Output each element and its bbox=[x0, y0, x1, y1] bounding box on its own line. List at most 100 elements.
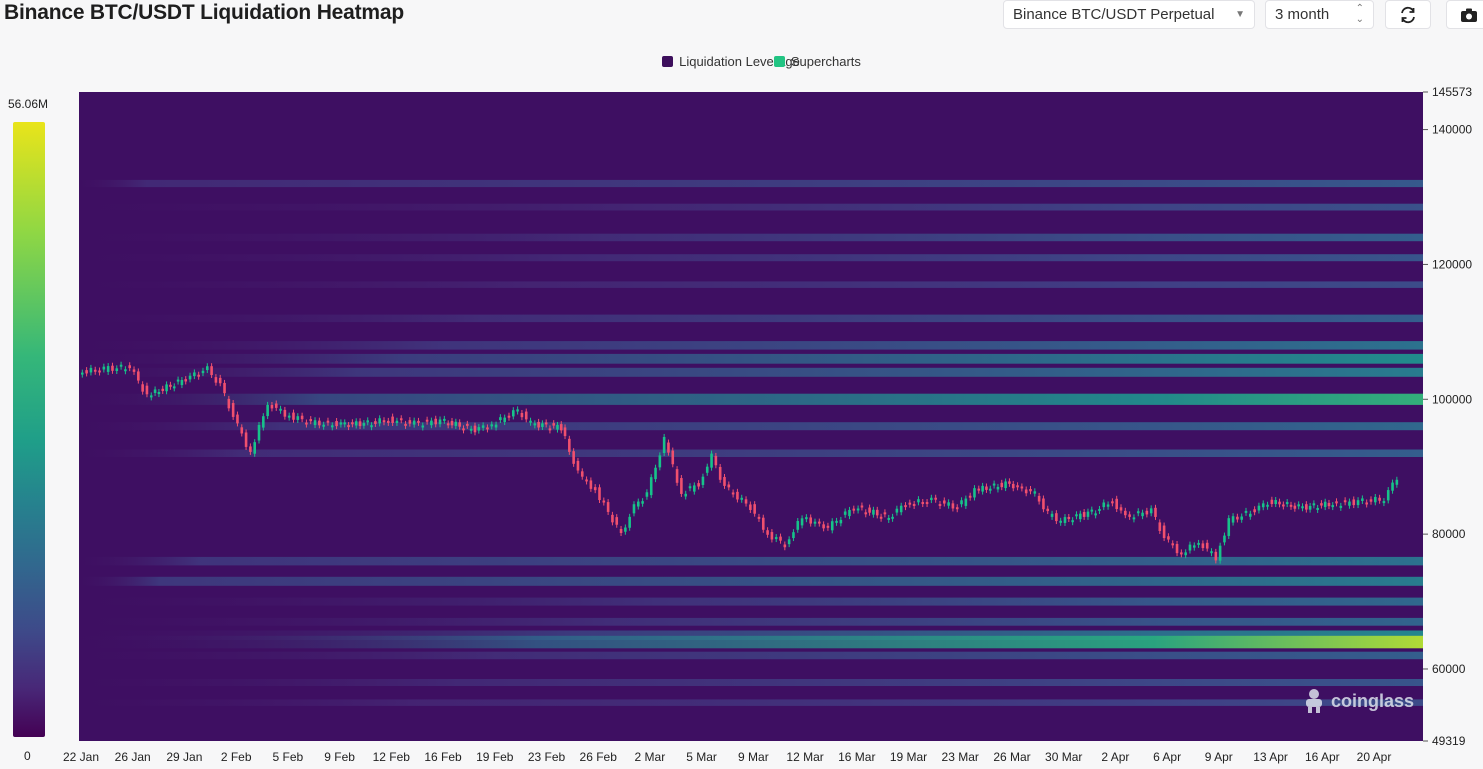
price-candle[interactable] bbox=[559, 424, 563, 431]
price-candle[interactable] bbox=[486, 427, 489, 430]
price-candle[interactable] bbox=[1158, 522, 1162, 531]
price-candle[interactable] bbox=[589, 480, 593, 489]
price-candle[interactable] bbox=[184, 379, 188, 382]
price-candle[interactable] bbox=[339, 422, 343, 425]
price-candle[interactable] bbox=[1171, 543, 1175, 546]
price-candle[interactable] bbox=[149, 395, 153, 398]
price-candle[interactable] bbox=[552, 423, 556, 426]
price-candle[interactable] bbox=[537, 421, 540, 428]
price-candle[interactable] bbox=[210, 366, 213, 376]
time-range-select[interactable]: 3 month ⌃ ⌄ bbox=[1265, 0, 1374, 29]
price-candle[interactable] bbox=[955, 507, 959, 510]
price-candle[interactable] bbox=[568, 438, 571, 452]
liquidation-band[interactable] bbox=[79, 314, 1423, 323]
price-candle[interactable] bbox=[197, 374, 200, 377]
price-candle[interactable] bbox=[1231, 516, 1235, 523]
price-candle[interactable] bbox=[1004, 481, 1007, 489]
legend-item-supercharts[interactable]: Supercharts bbox=[773, 54, 861, 69]
price-candle[interactable] bbox=[458, 422, 461, 427]
price-candle[interactable] bbox=[102, 366, 106, 370]
price-candle[interactable] bbox=[1382, 501, 1386, 504]
price-candle[interactable] bbox=[779, 536, 782, 541]
price-candle[interactable] bbox=[1029, 489, 1032, 492]
liquidation-band[interactable] bbox=[79, 179, 1423, 188]
price-candle[interactable] bbox=[1327, 502, 1331, 507]
price-candle[interactable] bbox=[757, 516, 761, 519]
price-candle[interactable] bbox=[615, 517, 619, 525]
price-candle[interactable] bbox=[705, 466, 709, 473]
price-candle[interactable] bbox=[106, 366, 110, 372]
price-candle[interactable] bbox=[606, 502, 610, 512]
price-candle[interactable] bbox=[619, 528, 623, 534]
price-candle[interactable] bbox=[864, 512, 868, 515]
price-candle[interactable] bbox=[98, 370, 101, 373]
price-candle[interactable] bbox=[434, 418, 438, 425]
price-candle[interactable] bbox=[813, 521, 817, 524]
price-candle[interactable] bbox=[645, 492, 649, 497]
price-candle[interactable] bbox=[628, 516, 631, 528]
price-candle[interactable] bbox=[343, 422, 347, 425]
price-candle[interactable] bbox=[262, 416, 265, 428]
price-candle[interactable] bbox=[296, 416, 300, 420]
liquidation-band[interactable] bbox=[79, 630, 1423, 641]
price-candle[interactable] bbox=[161, 388, 165, 391]
price-candle[interactable] bbox=[111, 365, 114, 371]
price-candle[interactable] bbox=[693, 485, 696, 492]
price-candle[interactable] bbox=[649, 477, 653, 496]
price-candle[interactable] bbox=[968, 495, 972, 498]
price-candle[interactable] bbox=[313, 420, 317, 426]
price-candle[interactable] bbox=[1042, 498, 1045, 510]
price-candle[interactable] bbox=[1270, 499, 1274, 505]
price-candle[interactable] bbox=[128, 365, 132, 369]
price-candle[interactable] bbox=[172, 386, 176, 389]
price-candle[interactable] bbox=[1395, 479, 1399, 485]
price-candle[interactable] bbox=[1274, 500, 1277, 505]
price-candle[interactable] bbox=[985, 486, 988, 490]
liquidation-band[interactable] bbox=[79, 617, 1423, 626]
price-candle[interactable] bbox=[875, 509, 879, 516]
price-candle[interactable] bbox=[1033, 491, 1037, 494]
price-candle[interactable] bbox=[438, 419, 442, 425]
price-candle[interactable] bbox=[1141, 512, 1144, 517]
price-candle[interactable] bbox=[1374, 496, 1377, 503]
price-candle[interactable] bbox=[446, 423, 450, 426]
price-candle[interactable] bbox=[1106, 504, 1110, 507]
price-candle[interactable] bbox=[1305, 504, 1308, 510]
price-candle[interactable] bbox=[774, 537, 778, 540]
price-candle[interactable] bbox=[852, 508, 856, 511]
price-candle[interactable] bbox=[1082, 512, 1086, 517]
price-candle[interactable] bbox=[684, 493, 687, 497]
price-candle[interactable] bbox=[351, 422, 354, 425]
price-candle[interactable] bbox=[387, 420, 390, 423]
price-candle[interactable] bbox=[1167, 536, 1170, 540]
price-candle[interactable] bbox=[988, 488, 992, 491]
price-candle[interactable] bbox=[1180, 552, 1183, 555]
price-candle[interactable] bbox=[868, 507, 871, 513]
price-candle[interactable] bbox=[503, 417, 506, 423]
price-candle[interactable] bbox=[1214, 551, 1218, 561]
price-candle[interactable] bbox=[744, 499, 748, 504]
price-candle[interactable] bbox=[115, 368, 119, 372]
price-candle[interactable] bbox=[1067, 516, 1071, 519]
price-candle[interactable] bbox=[450, 420, 454, 426]
price-candle[interactable] bbox=[680, 478, 683, 494]
price-candle[interactable] bbox=[1218, 545, 1222, 561]
liquidation-band[interactable] bbox=[79, 353, 1423, 364]
price-candle[interactable] bbox=[520, 413, 524, 418]
liquidation-band[interactable] bbox=[79, 576, 1423, 586]
price-candle[interactable] bbox=[1079, 513, 1082, 520]
price-candle[interactable] bbox=[81, 372, 84, 375]
price-candle[interactable] bbox=[454, 421, 458, 426]
price-candle[interactable] bbox=[1386, 490, 1390, 501]
price-candle[interactable] bbox=[124, 369, 127, 372]
price-candle[interactable] bbox=[165, 384, 168, 392]
price-candle[interactable] bbox=[654, 467, 657, 480]
price-candle[interactable] bbox=[141, 384, 144, 392]
price-candle[interactable] bbox=[330, 425, 334, 428]
price-candle[interactable] bbox=[274, 403, 278, 408]
price-candle[interactable] bbox=[1201, 543, 1205, 549]
price-candle[interactable] bbox=[947, 502, 950, 506]
price-candle[interactable] bbox=[548, 428, 552, 431]
price-candle[interactable] bbox=[675, 469, 679, 483]
liquidation-band[interactable] bbox=[79, 597, 1423, 606]
